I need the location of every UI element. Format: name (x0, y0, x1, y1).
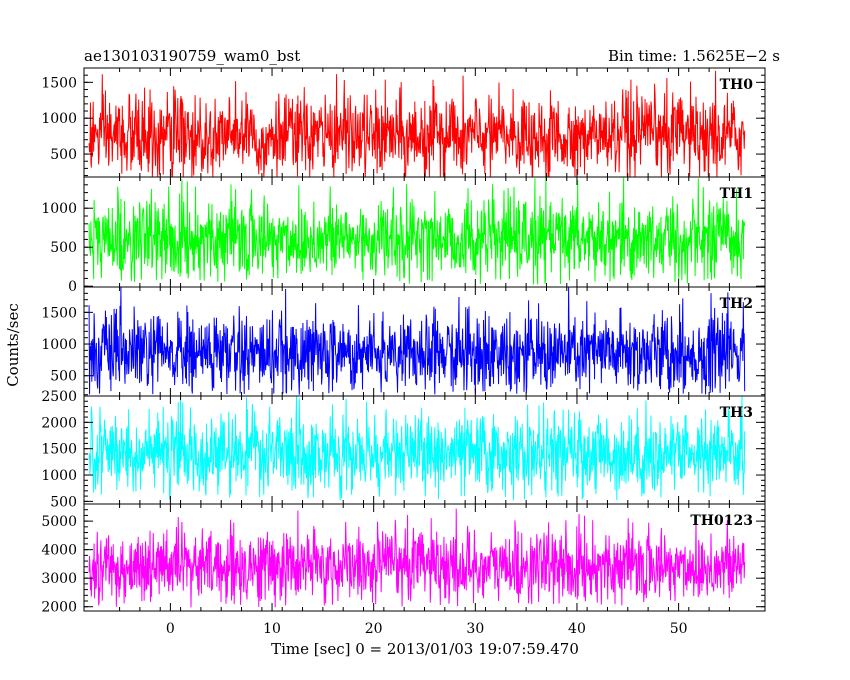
x-tick-label: 10 (263, 621, 281, 637)
panel-th0: 500 1000 1500 TH0 (41, 67, 766, 178)
y-tick-label: 500 (50, 494, 77, 510)
y-tick-label: 1500 (41, 305, 77, 321)
x-tick-label: 40 (568, 621, 586, 637)
panel-label-th0123: TH0123 (690, 513, 753, 529)
y-tick-label: 1500 (41, 75, 77, 91)
panel-label-th2: TH2 (720, 296, 753, 312)
x-tick-label: 50 (670, 621, 688, 637)
panel-th1: 0 500 1000 TH1 (41, 176, 766, 295)
x-tick-label: 0 (166, 621, 175, 637)
panel-th3: 500 1000 1500 2000 2500 TH3 (41, 389, 766, 510)
series-line-th2 (88, 287, 746, 395)
panel-th0123: 2000 3000 4000 5000 TH0123 (41, 503, 766, 616)
y-tick-label: 500 (50, 369, 77, 385)
panel-label-th0: TH0 (720, 77, 754, 93)
y-tick-label: 1000 (41, 201, 77, 217)
y-tick-label: 1000 (41, 337, 77, 353)
y-tick-label: 500 (50, 240, 77, 256)
y-tick-label: 2500 (41, 389, 77, 405)
x-tick-label: 30 (466, 621, 484, 637)
y-tick-label: 0 (68, 279, 77, 295)
panel-label-th1: TH1 (720, 186, 753, 202)
panel-th2: 500 1000 1500 TH2 (41, 286, 766, 397)
figure-title: ae130103190759_wam0_bst (84, 47, 300, 65)
y-tick-label: 1000 (41, 111, 77, 127)
x-axis-label: Time [sec] 0 = 2013/01/03 19:07:59.470 (271, 640, 579, 658)
panel-label-th3: TH3 (720, 405, 753, 421)
y-tick-label: 5000 (41, 514, 77, 530)
series-line-th1 (88, 177, 746, 285)
y-axis-label: Counts/sec (4, 303, 22, 387)
y-tick-label: 500 (50, 147, 77, 163)
x-axis: 0 10 20 30 40 50 (166, 621, 688, 637)
y-tick-label: 1500 (41, 442, 77, 458)
x-tick-label: 20 (365, 621, 383, 637)
y-tick-label: 3000 (41, 571, 77, 587)
series-line-th3 (88, 396, 746, 501)
series-line-th0 (88, 70, 746, 177)
y-tick-label: 4000 (41, 543, 77, 559)
y-tick-label: 1000 (41, 468, 77, 484)
y-tick-label: 2000 (41, 600, 77, 616)
bin-time-label: Bin time: 1.5625E−2 s (608, 47, 780, 65)
series-line-th0123 (88, 508, 746, 608)
y-tick-label: 2000 (41, 415, 77, 431)
